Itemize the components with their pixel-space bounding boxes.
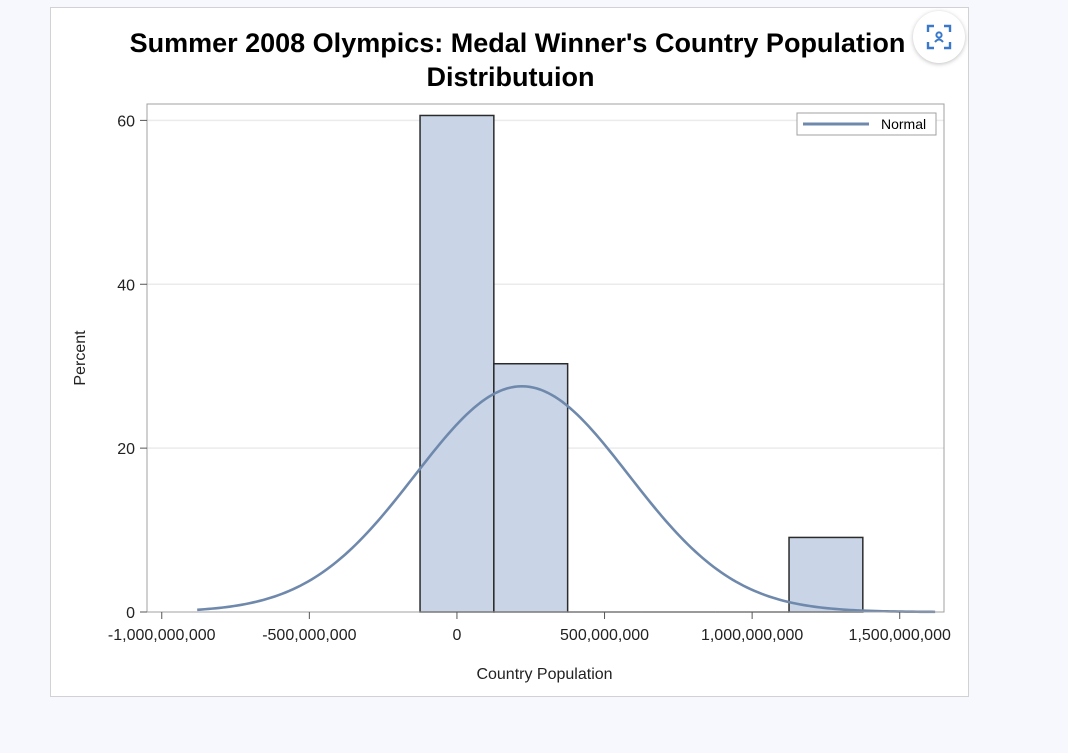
- chart-panel: Summer 2008 Olympics: Medal Winner's Cou…: [50, 7, 969, 697]
- y-tick-label-0: 0: [126, 605, 135, 622]
- y-axis-label: Percent: [72, 330, 89, 386]
- x-tick-label-5: 1,500,000,000: [849, 627, 951, 644]
- x-tick-label-4: 1,000,000,000: [701, 627, 803, 644]
- x-axis: -1,000,000,000 -500,000,000 0 500,000,000 1,…: [108, 612, 951, 644]
- legend-label-normal: Normal: [881, 116, 926, 132]
- normal-curve: [197, 384, 936, 614]
- histogram-chart: -1,000,000,000 -500,000,000 0 500,000,000 1,…: [72, 103, 951, 683]
- plot-frame: [146, 103, 945, 613]
- y-axis: 0 20 40 60: [117, 113, 147, 622]
- focus-mode-button[interactable]: [913, 11, 965, 63]
- x-tick-label-1: -500,000,000: [262, 627, 356, 644]
- x-tick-label-3: 500,000,000: [560, 627, 649, 644]
- histogram-bar-0: [419, 114, 495, 613]
- histogram-bars: [419, 114, 864, 613]
- normal-curve-layer: [197, 384, 936, 614]
- y-tick-label-3: 60: [117, 113, 135, 130]
- x-axis-label: Country Population: [476, 666, 612, 683]
- legend: Normal: [796, 112, 937, 136]
- focus-mode-icon: [926, 24, 952, 50]
- histogram-bar-1: [493, 362, 569, 613]
- chart-title-line-1: Summer 2008 Olympics: Medal Winner's Cou…: [129, 28, 906, 58]
- chart-title: Summer 2008 Olympics: Medal Winner's Cou…: [51, 26, 970, 94]
- chart-title-line-2: Distributuion: [426, 62, 595, 92]
- y-tick-label-2: 40: [117, 277, 135, 294]
- y-tick-label-1: 20: [117, 441, 135, 458]
- x-tick-label-0: -1,000,000,000: [108, 627, 216, 644]
- histogram-bar-5: [788, 536, 864, 613]
- x-tick-label-2: 0: [452, 627, 461, 644]
